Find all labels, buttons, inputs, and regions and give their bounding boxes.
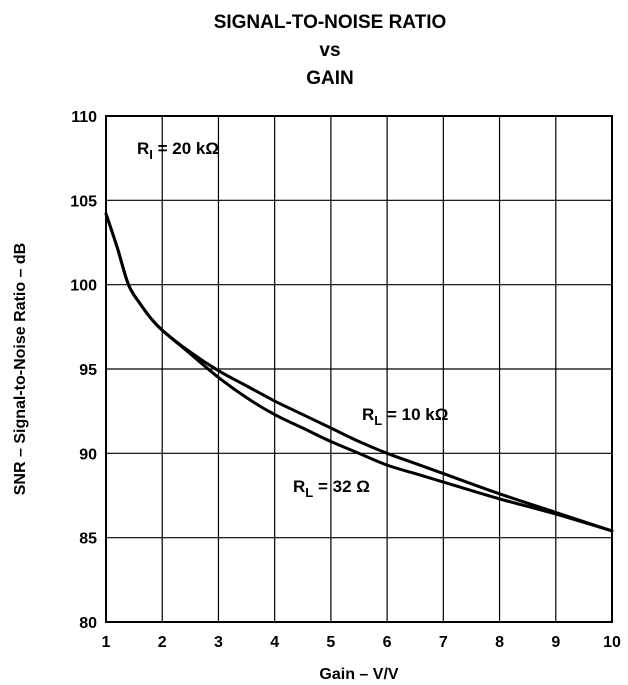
x-tick-label: 7 [439,634,448,651]
series-line-rl-32 [104,212,614,533]
series-label-10k-sub: L [374,413,382,428]
y-tick-label: 100 [70,278,97,295]
plot-frame [105,115,613,623]
condition-annotation-main: R [137,139,149,158]
x-tick-label: 6 [383,634,392,651]
condition-annotation-rest: = 20 kΩ [153,139,219,158]
x-tick-label: 4 [270,634,279,651]
x-tick-label: 2 [158,634,167,651]
y-axis-label: SNR – Signal-to-Noise Ratio – dB [12,243,29,495]
series-label-32-sub: L [305,485,313,500]
y-tick-label: 90 [79,446,97,463]
chart-title-line-1: SIGNAL-TO-NOISE RATIO [214,12,447,33]
x-tick-label: 9 [551,634,560,651]
y-tick-label: 105 [70,193,97,210]
grid [106,116,612,622]
series-label-32-rest: = 32 Ω [313,477,370,496]
series-label-10k-rest: = 10 kΩ [382,405,448,424]
condition-annotation: RI = 20 kΩ [137,139,219,162]
x-axis-label: Gain – V/V [319,666,398,683]
condition-annotation-sub: I [149,147,153,162]
chart-title-line-3: GAIN [306,68,354,89]
series-label-10k-main: R [362,405,374,424]
x-tick-label: 1 [102,634,111,651]
y-tick-label: 80 [79,615,97,632]
x-axis-ticks: 1 2 3 4 5 6 7 8 9 10 [102,634,621,651]
series-group [104,212,614,533]
series-label-32-main: R [293,477,305,496]
y-axis-ticks: 80 85 90 95 100 105 110 [70,109,97,632]
x-tick-label: 8 [495,634,504,651]
series-label-10k: RL = 10 kΩ [362,405,448,428]
y-tick-label: 85 [79,531,97,548]
chart-title-line-2: vs [319,40,340,61]
y-tick-label: 110 [71,109,97,126]
x-tick-label: 3 [214,634,223,651]
x-tick-label: 5 [326,634,335,651]
x-tick-label: 10 [603,634,621,651]
series-label-32: RL = 32 Ω [293,477,370,500]
y-tick-label: 95 [79,362,97,379]
